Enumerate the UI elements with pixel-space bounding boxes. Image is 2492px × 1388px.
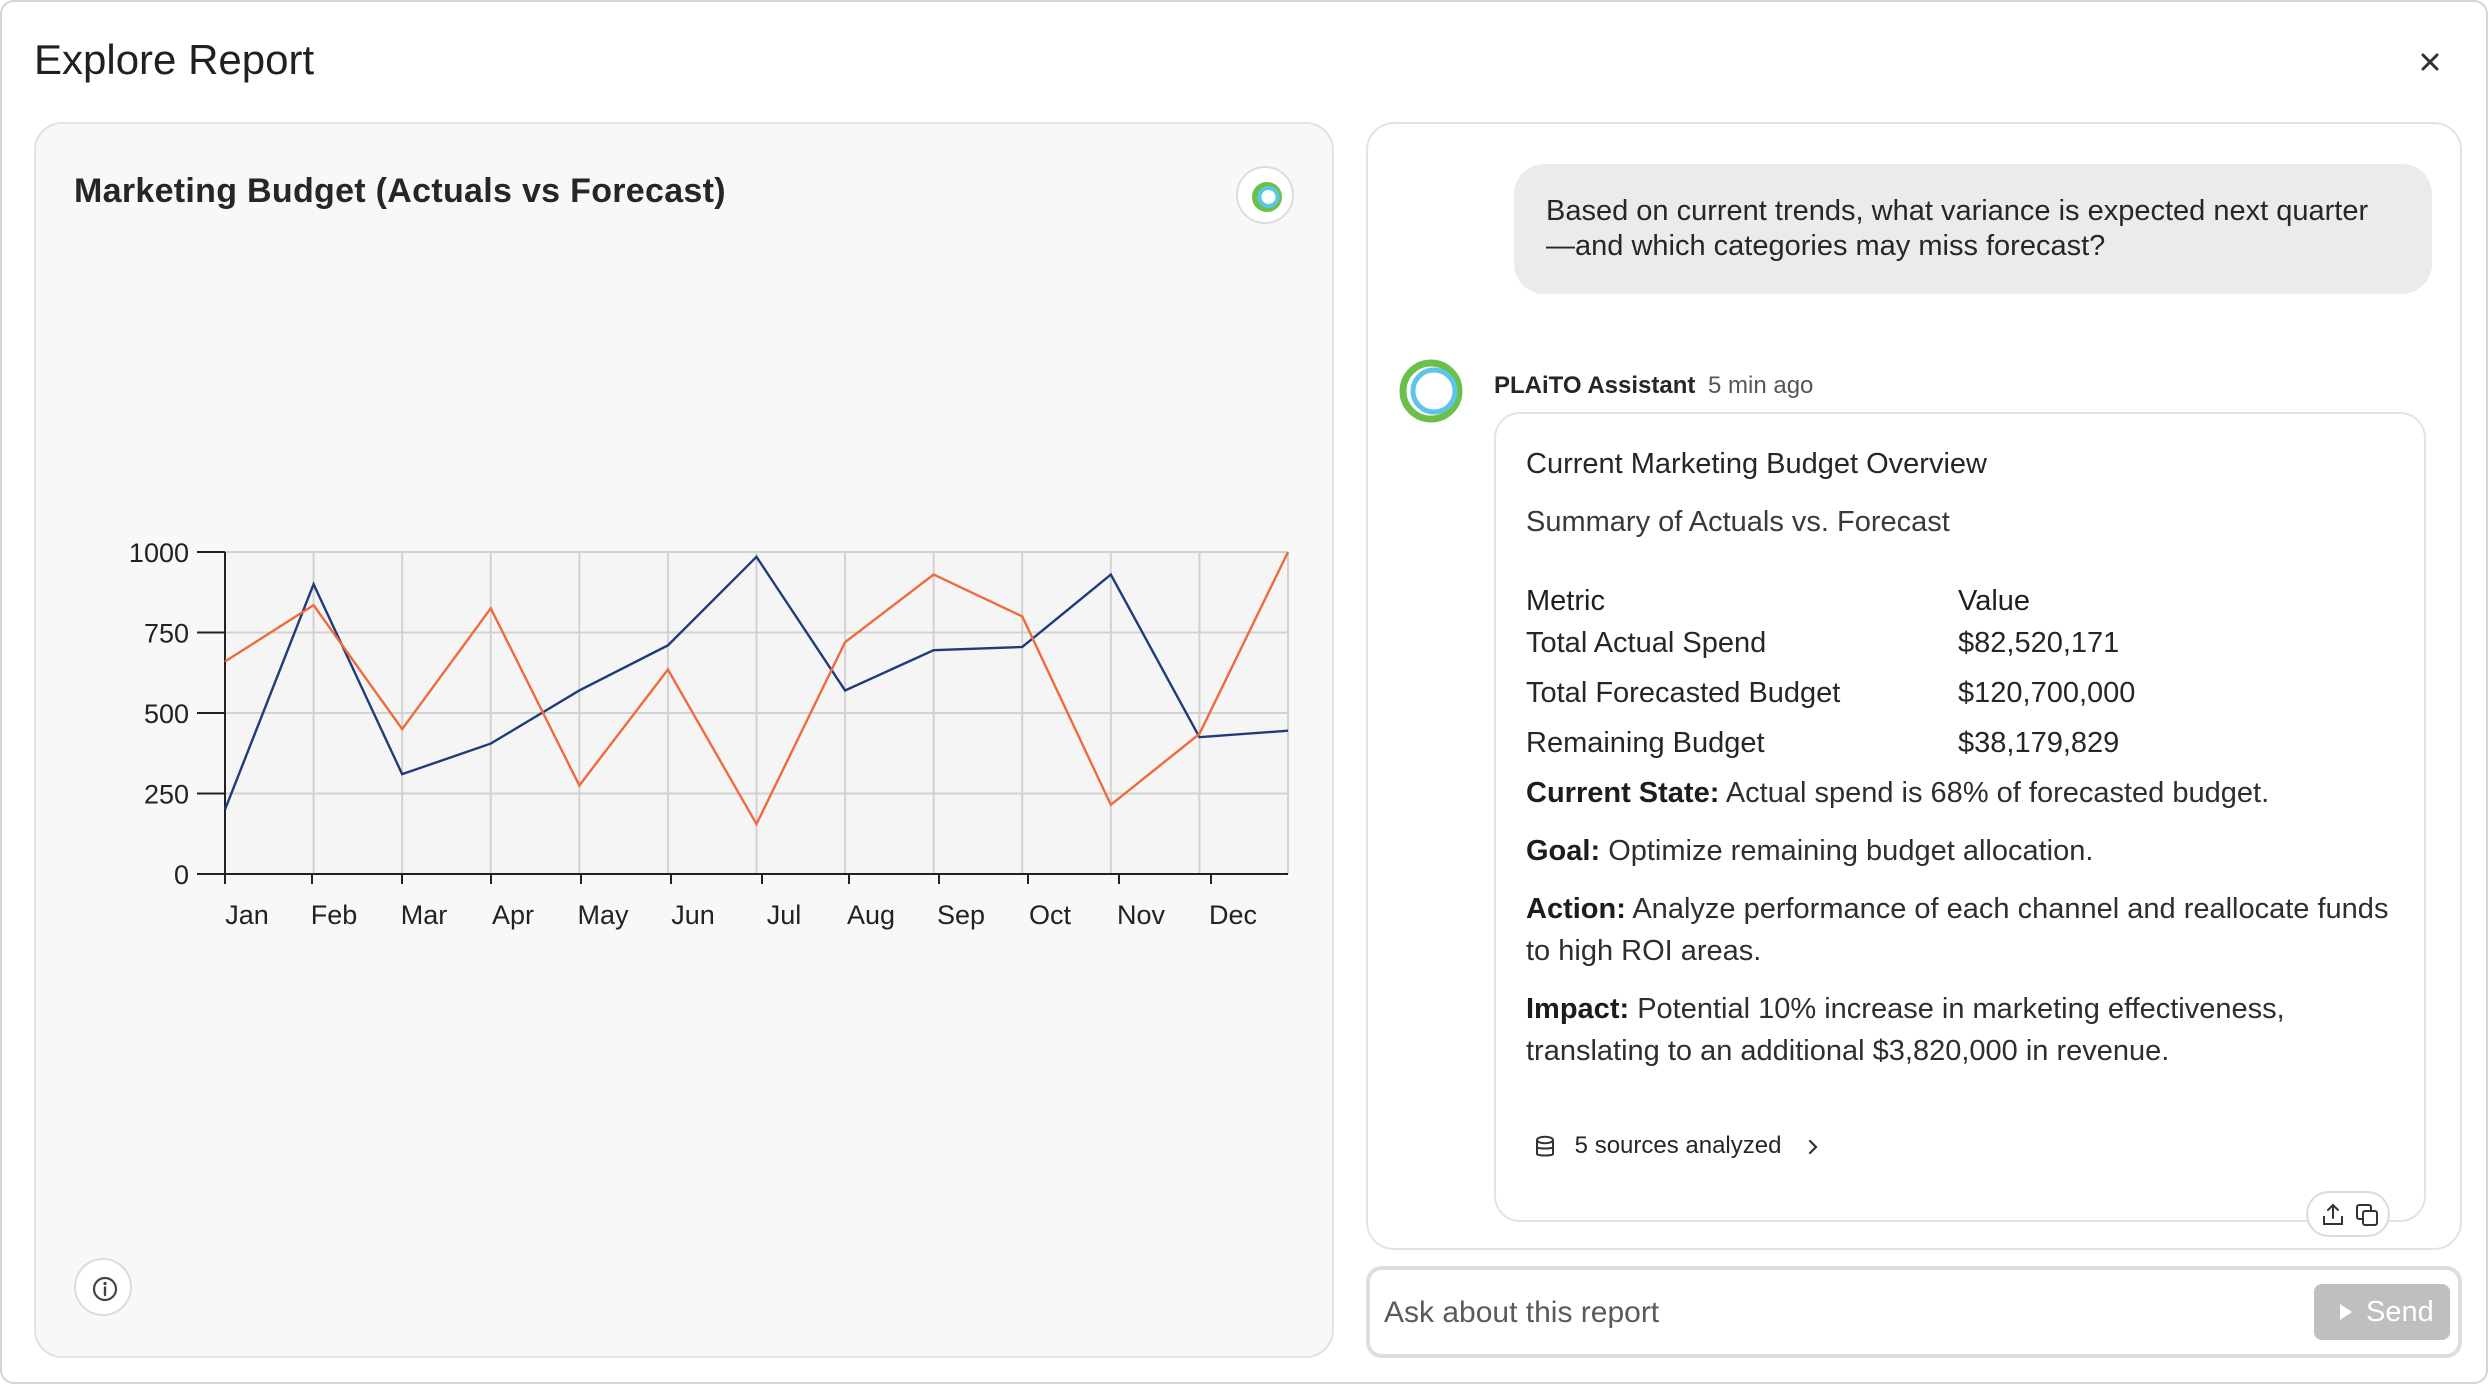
y-tick-label: 0 xyxy=(174,860,189,890)
x-tick-label: May xyxy=(577,900,629,930)
action-paragraph: Action: Analyze performance of each chan… xyxy=(1526,888,2406,972)
play-icon xyxy=(2340,1304,2352,1320)
x-tick-label: Dec xyxy=(1209,900,1257,930)
metric-value: $120,700,000 xyxy=(1958,676,2136,709)
card-heading: Current Marketing Budget Overview xyxy=(1526,448,1987,480)
sources-label: 5 sources analyzed xyxy=(1574,1132,1782,1159)
send-button[interactable]: Send xyxy=(2314,1284,2450,1340)
series-line-2 xyxy=(224,551,1290,827)
user-message: Based on current trends, what variance i… xyxy=(1514,164,2432,294)
series-line-1 xyxy=(223,554,1289,811)
current-state-text: Actual spend is 68% of forecasted budget… xyxy=(1725,777,2270,809)
close-icon xyxy=(2421,53,2439,71)
table-header-metric: Metric xyxy=(1526,585,1605,617)
x-tick-label: Jan xyxy=(225,900,269,930)
impact-paragraph: Impact: Potential 10% increase in market… xyxy=(1526,988,2406,1072)
sources-analyzed-link[interactable]: 5 sources analyzed xyxy=(1532,1132,1824,1160)
assistant-avatar-icon xyxy=(1399,359,1463,423)
share-icon xyxy=(2323,1203,2343,1225)
x-tick-label: Apr xyxy=(492,900,534,930)
metric-value: $82,520,171 xyxy=(1958,626,2120,659)
y-tick-label: 500 xyxy=(144,699,189,729)
chart-ai-button[interactable] xyxy=(1236,166,1294,224)
metric-name: Total Actual Spend xyxy=(1526,626,1767,659)
chevron-right-icon xyxy=(1809,1139,1818,1154)
x-tick-label: Sep xyxy=(937,900,985,930)
table-row: Total Forecasted Budget $120,700,000 xyxy=(1526,668,2135,718)
metric-table: Metric Value Total Actual Spend $82,520,… xyxy=(1526,568,2135,768)
metric-name: Total Forecasted Budget xyxy=(1526,676,1841,709)
x-tick-label: Feb xyxy=(311,900,358,930)
plaito-ring-icon xyxy=(1252,182,1282,212)
ask-input[interactable] xyxy=(1382,1284,2286,1342)
assistant-name: PLAiTO Assistant xyxy=(1494,372,1696,399)
chart-title: Marketing Budget (Actuals vs Forecast) xyxy=(74,172,726,210)
goal-paragraph: Goal: Optimize remaining budget allocati… xyxy=(1526,830,2406,872)
x-tick-label: Mar xyxy=(401,900,448,930)
card-subheading: Summary of Actuals vs. Forecast xyxy=(1526,506,1950,538)
chat-composer: Send xyxy=(1366,1266,2462,1358)
message-actions xyxy=(2306,1191,2390,1237)
copy-button[interactable] xyxy=(2354,1202,2380,1228)
goal-label: Goal: xyxy=(1526,835,1601,867)
close-button[interactable] xyxy=(2408,40,2452,84)
goal-text: Optimize remaining budget allocation. xyxy=(1608,835,2094,867)
impact-label: Impact: xyxy=(1526,993,1630,1025)
dialog-title: Explore Report xyxy=(34,36,315,83)
send-label: Send xyxy=(2366,1296,2434,1328)
x-tick-label: Oct xyxy=(1029,900,1072,930)
impact-text: Potential 10% increase in marketing effe… xyxy=(1526,993,2285,1067)
info-icon xyxy=(92,1276,118,1302)
action-text: Analyze performance of each channel and … xyxy=(1526,893,2389,967)
current-state-label: Current State: xyxy=(1526,777,1720,809)
chart-panel: Marketing Budget (Actuals vs Forecast) 0… xyxy=(34,122,1334,1358)
x-tick-label: Aug xyxy=(847,900,895,930)
y-tick-label: 750 xyxy=(144,619,189,649)
chat-panel: Based on current trends, what variance i… xyxy=(1366,122,2462,1250)
info-button[interactable] xyxy=(74,1258,132,1316)
x-tick-label: Nov xyxy=(1117,900,1166,930)
current-state-paragraph: Current State: Actual spend is 68% of fo… xyxy=(1526,772,2406,814)
table-row: Remaining Budget $38,179,829 xyxy=(1526,718,2135,768)
share-button[interactable] xyxy=(2320,1202,2346,1228)
y-tick-label: 1000 xyxy=(129,538,189,568)
line-chart: 0 250 500 750 1000 Jan Feb Mar Apr May Jun Jul Aug Se… xyxy=(129,538,1290,930)
copy-icon xyxy=(2356,1204,2378,1226)
message-timestamp: 5 min ago xyxy=(1708,372,1814,399)
table-header-value: Value xyxy=(1958,585,2031,617)
database-icon xyxy=(1536,1135,1554,1157)
table-row: Total Actual Spend $82,520,171 xyxy=(1526,618,2135,668)
x-tick-label: Jun xyxy=(671,900,715,930)
y-tick-label: 250 xyxy=(144,780,189,810)
metric-value: $38,179,829 xyxy=(1958,726,2120,759)
action-label: Action: xyxy=(1526,893,1626,925)
metric-name: Remaining Budget xyxy=(1526,726,1765,759)
assistant-answer-card: Current Marketing Budget Overview Summar… xyxy=(1494,412,2426,1222)
x-tick-label: Jul xyxy=(767,900,802,930)
